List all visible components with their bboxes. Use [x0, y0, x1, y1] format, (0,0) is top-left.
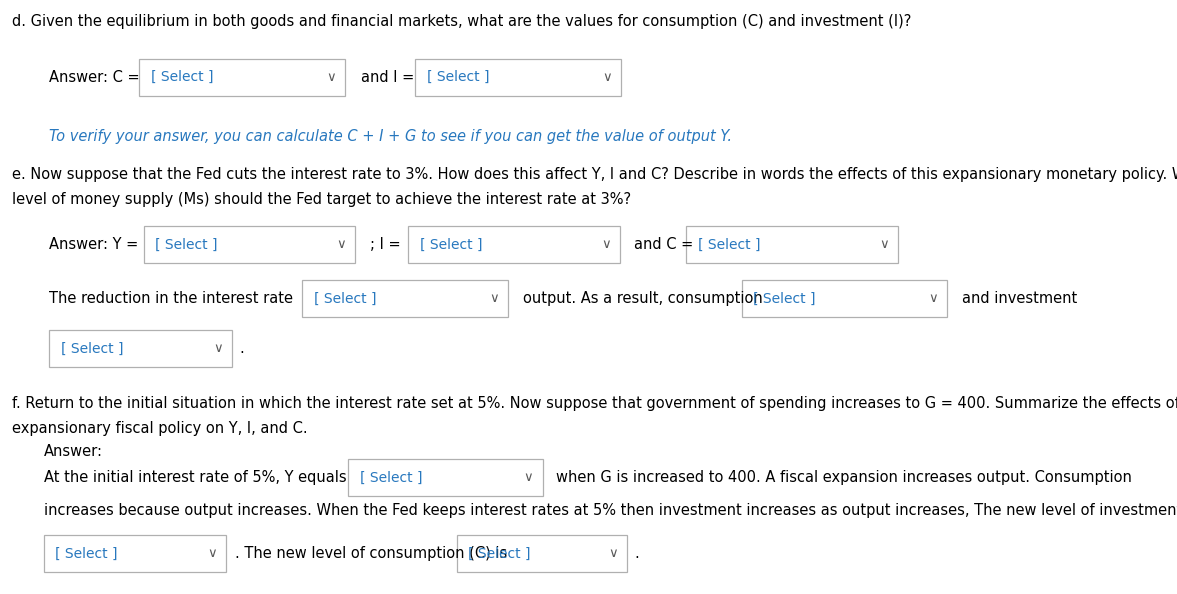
FancyBboxPatch shape	[742, 280, 947, 317]
Text: ∨: ∨	[213, 342, 222, 355]
Text: At the initial interest rate of 5%, Y equals: At the initial interest rate of 5%, Y eq…	[44, 470, 346, 485]
FancyBboxPatch shape	[144, 226, 355, 263]
Text: [ Select ]: [ Select ]	[427, 70, 490, 84]
Text: ∨: ∨	[207, 547, 217, 560]
Text: ∨: ∨	[603, 71, 612, 84]
Text: Answer: Y =: Answer: Y =	[49, 237, 144, 252]
Text: [ Select ]: [ Select ]	[61, 342, 124, 356]
FancyBboxPatch shape	[457, 535, 627, 572]
FancyBboxPatch shape	[415, 59, 621, 96]
Text: expansionary fiscal policy on Y, I, and C.: expansionary fiscal policy on Y, I, and …	[12, 421, 307, 437]
Text: .: .	[239, 341, 244, 356]
Text: ∨: ∨	[929, 292, 938, 305]
Text: .: .	[634, 546, 639, 561]
Text: output. As a result, consumption: output. As a result, consumption	[523, 291, 763, 307]
Text: ∨: ∨	[601, 238, 611, 251]
Text: e. Now suppose that the Fed cuts the interest rate to 3%. How does this affect Y: e. Now suppose that the Fed cuts the int…	[12, 167, 1177, 182]
Text: ∨: ∨	[879, 238, 889, 251]
Text: and investment: and investment	[962, 291, 1077, 307]
Text: [ Select ]: [ Select ]	[468, 546, 531, 561]
Text: [ Select ]: [ Select ]	[753, 292, 816, 306]
Text: [ Select ]: [ Select ]	[55, 546, 118, 561]
Text: [ Select ]: [ Select ]	[314, 292, 377, 306]
Text: ∨: ∨	[337, 238, 346, 251]
Text: f. Return to the initial situation in which the interest rate set at 5%. Now sup: f. Return to the initial situation in wh…	[12, 396, 1177, 412]
Text: when G is increased to 400. A fiscal expansion increases output. Consumption: when G is increased to 400. A fiscal exp…	[556, 470, 1131, 485]
Text: ∨: ∨	[326, 71, 335, 84]
Text: [ Select ]: [ Select ]	[420, 238, 483, 252]
Text: level of money supply (Ms) should the Fed target to achieve the interest rate at: level of money supply (Ms) should the Fe…	[12, 192, 631, 207]
Text: d. Given the equilibrium in both goods and financial markets, what are the value: d. Given the equilibrium in both goods a…	[12, 14, 911, 30]
Text: [ Select ]: [ Select ]	[698, 238, 760, 252]
Text: To verify your answer, you can calculate C + I + G to see if you can get the val: To verify your answer, you can calculate…	[49, 129, 732, 144]
Text: Answer:: Answer:	[44, 444, 102, 459]
Text: ∨: ∨	[524, 471, 533, 484]
Text: Answer: C =: Answer: C =	[49, 69, 145, 85]
Text: ∨: ∨	[609, 547, 618, 560]
Text: [ Select ]: [ Select ]	[151, 70, 213, 84]
FancyBboxPatch shape	[139, 59, 345, 96]
Text: and C =: and C =	[634, 237, 698, 252]
Text: ∨: ∨	[490, 292, 499, 305]
Text: The reduction in the interest rate: The reduction in the interest rate	[49, 291, 293, 307]
FancyBboxPatch shape	[408, 226, 620, 263]
Text: ; I =: ; I =	[370, 237, 405, 252]
FancyBboxPatch shape	[686, 226, 898, 263]
Text: . The new level of consumption (C) is: . The new level of consumption (C) is	[235, 546, 507, 561]
Text: and I =: and I =	[361, 69, 419, 85]
Text: increases because output increases. When the Fed keeps interest rates at 5% then: increases because output increases. When…	[44, 503, 1177, 519]
FancyBboxPatch shape	[348, 459, 543, 496]
Text: [ Select ]: [ Select ]	[360, 470, 423, 485]
FancyBboxPatch shape	[49, 330, 232, 367]
Text: [ Select ]: [ Select ]	[155, 238, 218, 252]
FancyBboxPatch shape	[302, 280, 508, 317]
FancyBboxPatch shape	[44, 535, 226, 572]
